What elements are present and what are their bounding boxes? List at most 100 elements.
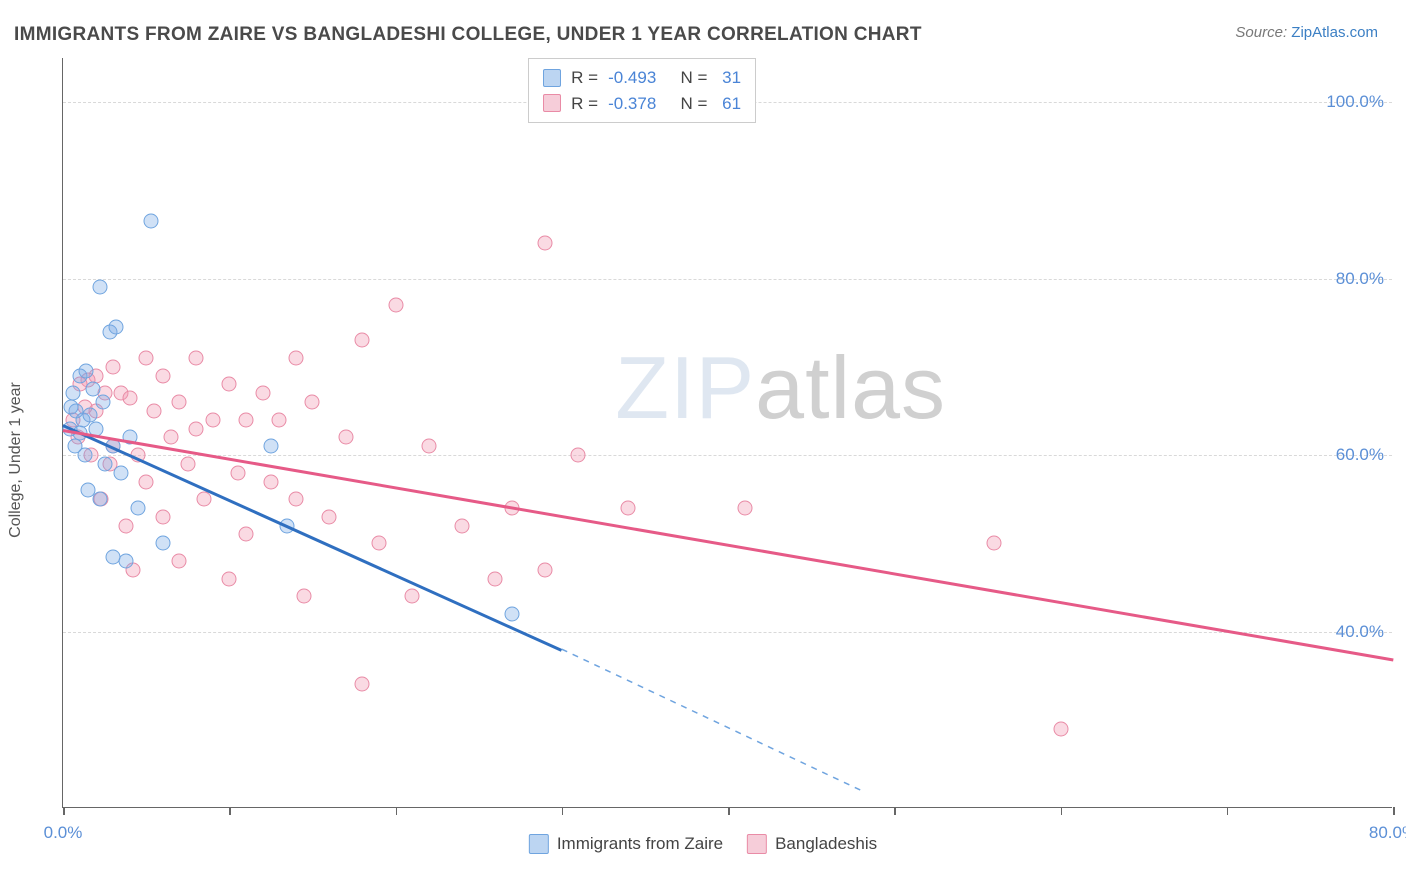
x-tick-mark (63, 807, 65, 815)
r-label: R = (571, 65, 598, 91)
data-point (222, 571, 237, 586)
legend-label: Immigrants from Zaire (557, 834, 723, 854)
data-point (621, 501, 636, 516)
data-point (388, 298, 403, 313)
data-point (144, 214, 159, 229)
x-tick-mark (1061, 807, 1063, 815)
data-point (488, 571, 503, 586)
data-point (238, 412, 253, 427)
data-point (155, 536, 170, 551)
data-point (272, 412, 287, 427)
data-point (455, 518, 470, 533)
data-point (371, 536, 386, 551)
data-point (405, 589, 420, 604)
x-tick-mark (562, 807, 564, 815)
legend-item: Immigrants from Zaire (529, 834, 723, 854)
y-tick-label: 60.0% (1336, 445, 1384, 465)
data-point (737, 501, 752, 516)
data-point (338, 430, 353, 445)
source-link[interactable]: ZipAtlas.com (1291, 24, 1378, 41)
data-point (97, 456, 112, 471)
data-point (109, 320, 124, 335)
legend-swatch (747, 834, 767, 854)
watermark-dark: atlas (755, 338, 946, 437)
data-point (305, 395, 320, 410)
r-value: -0.493 (608, 65, 656, 91)
data-point (238, 527, 253, 542)
data-point (222, 377, 237, 392)
data-point (85, 381, 100, 396)
data-point (95, 395, 110, 410)
data-point (64, 399, 79, 414)
trend-line (62, 424, 562, 651)
data-point (205, 412, 220, 427)
x-tick-mark (396, 807, 398, 815)
legend-label: Bangladeshis (775, 834, 877, 854)
data-point (114, 465, 129, 480)
data-point (230, 465, 245, 480)
data-point (322, 509, 337, 524)
data-point (180, 456, 195, 471)
data-point (122, 390, 137, 405)
grid-line (63, 279, 1392, 280)
data-point (197, 492, 212, 507)
data-point (119, 553, 134, 568)
data-point (355, 333, 370, 348)
x-tick-mark (728, 807, 730, 815)
y-tick-label: 100.0% (1326, 92, 1384, 112)
data-point (288, 492, 303, 507)
data-point (538, 236, 553, 251)
trend-line-dashed (63, 58, 1393, 808)
data-point (139, 474, 154, 489)
n-label: N = (666, 65, 712, 91)
data-point (172, 553, 187, 568)
data-point (92, 492, 107, 507)
legend: Immigrants from Zaire Bangladeshis (529, 834, 877, 854)
chart-area: College, Under 1 year ZIPatlas 40.0%60.0… (14, 58, 1392, 862)
x-tick-label: 80.0% (1369, 823, 1406, 843)
scatter-plot: ZIPatlas 40.0%60.0%80.0%100.0%0.0%80.0%R… (62, 58, 1392, 808)
data-point (987, 536, 1002, 551)
data-point (92, 280, 107, 295)
data-point (172, 395, 187, 410)
grid-line (63, 632, 1392, 633)
data-point (119, 518, 134, 533)
data-point (189, 421, 204, 436)
correlation-row: R = -0.493 N = 31 (543, 65, 741, 91)
n-value: 61 (722, 91, 741, 117)
data-point (263, 474, 278, 489)
grid-line (63, 455, 1392, 456)
data-point (538, 562, 553, 577)
data-point (297, 589, 312, 604)
trend-line (63, 429, 1393, 661)
data-point (155, 509, 170, 524)
n-value: 31 (722, 65, 741, 91)
legend-swatch (529, 834, 549, 854)
data-point (355, 677, 370, 692)
y-tick-label: 40.0% (1336, 622, 1384, 642)
data-point (504, 606, 519, 621)
r-value: -0.378 (608, 91, 656, 117)
data-point (105, 359, 120, 374)
source-credit: Source: ZipAtlas.com (1235, 24, 1378, 41)
n-label: N = (666, 91, 712, 117)
data-point (155, 368, 170, 383)
legend-item: Bangladeshis (747, 834, 877, 854)
y-axis-label: College, Under 1 year (7, 382, 25, 538)
data-point (571, 448, 586, 463)
r-label: R = (571, 91, 598, 117)
watermark-light: ZIP (615, 338, 755, 437)
data-point (147, 403, 162, 418)
x-tick-mark (1393, 807, 1395, 815)
x-tick-label: 0.0% (44, 823, 83, 843)
data-point (263, 439, 278, 454)
data-point (421, 439, 436, 454)
correlation-row: R = -0.378 N = 61 (543, 91, 741, 117)
data-point (79, 364, 94, 379)
data-point (130, 501, 145, 516)
watermark: ZIPatlas (615, 337, 946, 439)
data-point (77, 448, 92, 463)
y-tick-label: 80.0% (1336, 269, 1384, 289)
data-point (189, 351, 204, 366)
legend-swatch (543, 69, 561, 87)
